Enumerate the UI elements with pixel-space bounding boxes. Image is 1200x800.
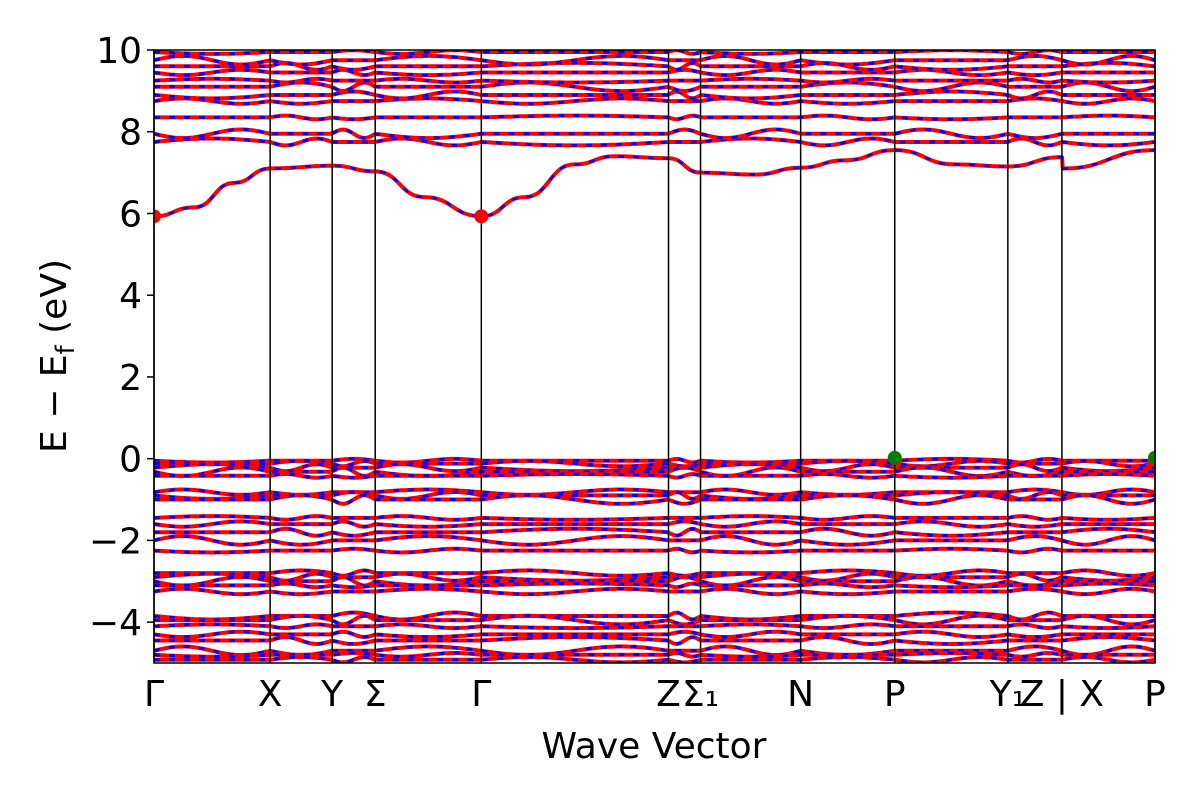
band-line-spin-down (154, 568, 1155, 578)
band-line-spin-down (154, 614, 1155, 626)
x-tick-label: Y (320, 674, 344, 715)
x-tick-label: Σ (364, 674, 387, 715)
band-line-spin-down (154, 127, 1155, 140)
band-line-spin-down (154, 50, 1155, 56)
band-line-spin-down (154, 622, 1155, 630)
band-line-spin-down (154, 655, 1155, 663)
band-line-spin-down (154, 514, 1155, 522)
x-tick-label: Σ₁ (682, 674, 719, 715)
x-tick-label: Z | X (1020, 674, 1104, 715)
y-tick-label: −2 (89, 521, 142, 562)
band-line-spin-down (154, 68, 1155, 77)
y-tick-label: 2 (119, 358, 142, 399)
cbm-marker (154, 209, 161, 224)
bands-layer (154, 50, 1155, 663)
vbm-marker (1148, 450, 1155, 465)
band-line-spin-down (154, 89, 1155, 100)
x-tick-label: Γ (144, 674, 164, 715)
vbm-marker (887, 450, 902, 465)
y-axis: 10 8 6 4 2 0 −2 −4 (89, 31, 154, 644)
x-tick-label: P (884, 674, 906, 715)
x-tick-label: X (258, 674, 283, 715)
band-line-spin-down (154, 114, 1155, 121)
band-line-spin-down (154, 534, 1155, 547)
band-line-spin-down (154, 587, 1155, 596)
x-tick-label: P (1144, 674, 1166, 715)
band-line-spin-down (154, 472, 1155, 480)
band-line-spin-down (154, 582, 1155, 589)
band-extrema-markers (154, 209, 1155, 465)
x-tick-label: Γ (471, 674, 491, 715)
y-tick-label: 8 (119, 113, 142, 154)
band-line-spin-down (154, 547, 1155, 555)
x-tick-label: N (787, 674, 814, 715)
plot-frame (153, 49, 1156, 664)
y-tick-label: 10 (96, 31, 142, 72)
x-axis: Γ X Y Σ Γ Z Σ₁ N P Y₁Z | X P (144, 674, 1166, 715)
lowest-conduction-band-down (154, 148, 1155, 218)
band-line-spin-down (154, 527, 1155, 538)
band-line-spin-down (154, 96, 1155, 106)
band-line-spin-down (154, 54, 1155, 67)
band-line-spin-down (154, 61, 1155, 72)
band-line-spin-down (154, 136, 1155, 147)
y-axis-label: E − Ef (eV) (34, 259, 81, 453)
band-line-spin-down (154, 572, 1155, 583)
y-tick-label: 4 (119, 276, 142, 317)
x-axis-label: Wave Vector (542, 726, 767, 767)
y-tick-label: 0 (119, 440, 142, 481)
cbm-marker (474, 209, 489, 224)
band-line-spin-down (154, 630, 1155, 639)
band-line-spin-down (154, 462, 1155, 473)
band-line-spin-down (154, 459, 1155, 468)
band-line-spin-down (154, 77, 1155, 85)
lowest-conduction-band-up (154, 148, 1155, 219)
band-line-spin-down (154, 493, 1155, 506)
band-line-spin-down (154, 635, 1155, 646)
band-line-spin-down (154, 80, 1155, 93)
x-tick-label: Y₁ (989, 674, 1026, 715)
y-tick-label: 6 (119, 194, 142, 235)
band-line-spin-down (154, 519, 1155, 529)
y-tick-label: −4 (89, 603, 142, 644)
band-line-spin-down (154, 651, 1155, 659)
x-tick-label: Z (656, 674, 681, 715)
